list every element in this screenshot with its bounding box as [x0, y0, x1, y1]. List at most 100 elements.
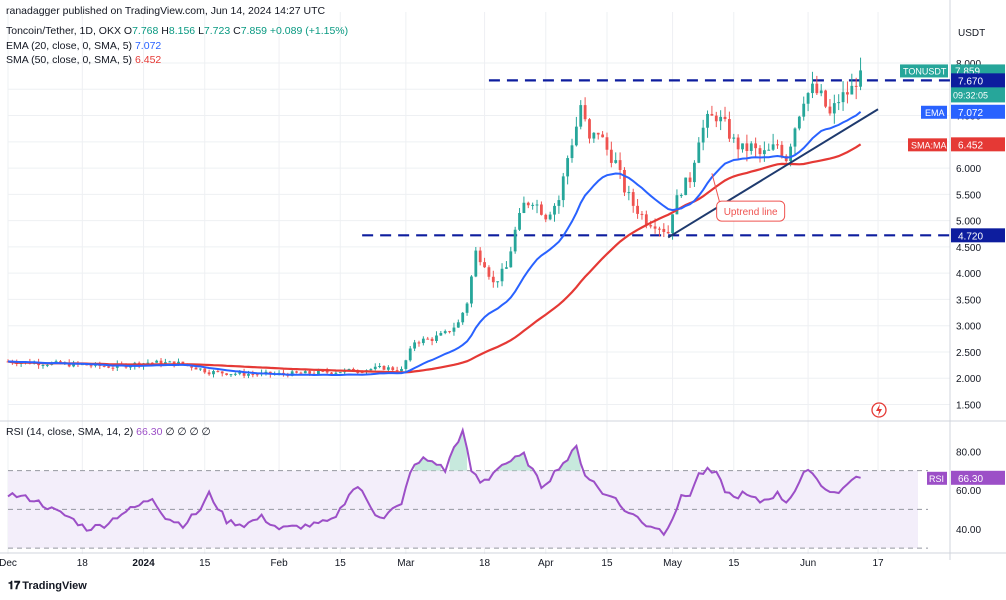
candle-body[interactable] [220, 371, 224, 374]
candle-body[interactable] [496, 281, 500, 283]
candle-body[interactable] [780, 144, 784, 156]
candle-body[interactable] [168, 361, 172, 363]
candle-body[interactable] [203, 368, 207, 373]
candle-body[interactable] [417, 342, 421, 344]
candle-body[interactable] [693, 162, 696, 183]
candle-body[interactable] [841, 92, 845, 103]
candle-body[interactable] [566, 158, 570, 177]
candle-body[interactable] [815, 83, 819, 94]
candle-body[interactable] [596, 132, 600, 135]
candle-body[interactable] [706, 113, 709, 128]
candle-body[interactable] [526, 202, 530, 206]
candle-body[interactable] [461, 312, 465, 323]
candle-body[interactable] [688, 177, 692, 183]
sma-legend[interactable]: SMA (50, close, 0, SMA, 5) 6.452 [6, 54, 161, 66]
candle-body[interactable] [666, 231, 670, 234]
candle-body[interactable] [710, 113, 714, 116]
candle-body[interactable] [837, 102, 841, 104]
candle-body[interactable] [426, 338, 430, 340]
candle-body[interactable] [150, 362, 154, 364]
candle-body[interactable] [767, 149, 771, 151]
candle-body[interactable] [771, 144, 775, 150]
candle-body[interactable] [478, 250, 482, 263]
candle-body[interactable] [470, 276, 473, 304]
candle-body[interactable] [741, 143, 744, 150]
candle-body[interactable] [850, 85, 854, 95]
candle-body[interactable] [697, 142, 701, 163]
candle-body[interactable] [194, 367, 198, 370]
candle-body[interactable] [369, 369, 373, 371]
candle-body[interactable] [299, 372, 303, 374]
candle-body[interactable] [749, 143, 753, 151]
candle-body[interactable] [531, 204, 535, 206]
candle-body[interactable] [439, 333, 443, 336]
candle-body[interactable] [601, 134, 605, 138]
candle-body[interactable] [793, 128, 797, 147]
candle-body[interactable] [557, 200, 561, 206]
candle-body[interactable] [846, 92, 849, 95]
candle-body[interactable] [430, 338, 434, 341]
candle-body[interactable] [832, 103, 836, 114]
candle-body[interactable] [762, 150, 766, 155]
candle-body[interactable] [435, 335, 438, 341]
candle-body[interactable] [719, 116, 723, 122]
rsi-legend[interactable]: RSI (14, close, SMA, 14, 2) 66.30 ∅ ∅ ∅ … [6, 426, 211, 438]
candle-body[interactable] [181, 361, 185, 364]
candle-body[interactable] [356, 371, 360, 373]
candle-body[interactable] [579, 105, 583, 127]
candle-body[interactable] [544, 214, 548, 220]
candle-body[interactable] [111, 367, 115, 369]
candle-body[interactable] [330, 372, 333, 374]
candle-body[interactable] [474, 250, 478, 277]
candle-body[interactable] [509, 251, 513, 268]
candle-body[interactable] [513, 229, 517, 252]
candle-body[interactable] [758, 148, 762, 155]
candle-body[interactable] [41, 365, 45, 367]
candle-body[interactable] [614, 160, 618, 163]
candle-body[interactable] [207, 372, 211, 375]
candle-body[interactable] [522, 202, 526, 213]
time-axis[interactable]: Dec 18 2024 15 Feb 15 Mar 18 Apr 15 May 15 Jun 17 [0, 558, 884, 569]
candle-body[interactable] [448, 331, 451, 333]
candle-body[interactable] [679, 195, 683, 197]
candle-body[interactable] [819, 90, 823, 94]
candle-body[interactable] [588, 119, 591, 139]
candle-body[interactable] [535, 204, 539, 206]
candle-body[interactable] [382, 365, 386, 370]
candle-body[interactable] [662, 228, 666, 232]
candle-body[interactable] [561, 176, 565, 201]
candle-body[interactable] [623, 169, 626, 193]
candle-body[interactable] [391, 367, 395, 371]
candle-body[interactable] [553, 205, 556, 215]
candle-body[interactable] [631, 192, 635, 206]
candle-body[interactable] [539, 204, 543, 215]
candle-body[interactable] [264, 371, 268, 373]
candle-body[interactable] [675, 195, 679, 215]
candle-body[interactable] [776, 144, 779, 146]
tradingview-branding[interactable]: 𝟏𝟕 TradingView [8, 580, 87, 593]
candle-body[interactable] [658, 228, 661, 230]
candle-body[interactable] [811, 83, 814, 94]
candle-body[interactable] [216, 371, 220, 373]
candle-body[interactable] [649, 225, 653, 227]
candle-body[interactable] [605, 137, 609, 150]
candle-body[interactable] [518, 212, 521, 230]
candle-body[interactable] [198, 368, 202, 370]
candle-body[interactable] [443, 331, 447, 334]
candle-body[interactable] [727, 119, 731, 139]
candle-body[interactable] [303, 371, 307, 374]
candle-body[interactable] [609, 149, 613, 163]
candle-body[interactable] [640, 213, 644, 215]
candle-body[interactable] [824, 90, 827, 107]
candle-body[interactable] [378, 365, 382, 367]
candle-body[interactable] [505, 267, 508, 269]
candle-body[interactable] [583, 105, 587, 120]
candle-body[interactable] [404, 360, 408, 369]
candle-body[interactable] [54, 361, 58, 363]
candle-body[interactable] [653, 226, 657, 229]
candle-body[interactable] [317, 370, 320, 375]
flash-icon[interactable] [871, 402, 887, 418]
uptrend-line[interactable] [667, 108, 879, 239]
candle-body[interactable] [802, 103, 806, 117]
candle-body[interactable] [251, 374, 255, 376]
